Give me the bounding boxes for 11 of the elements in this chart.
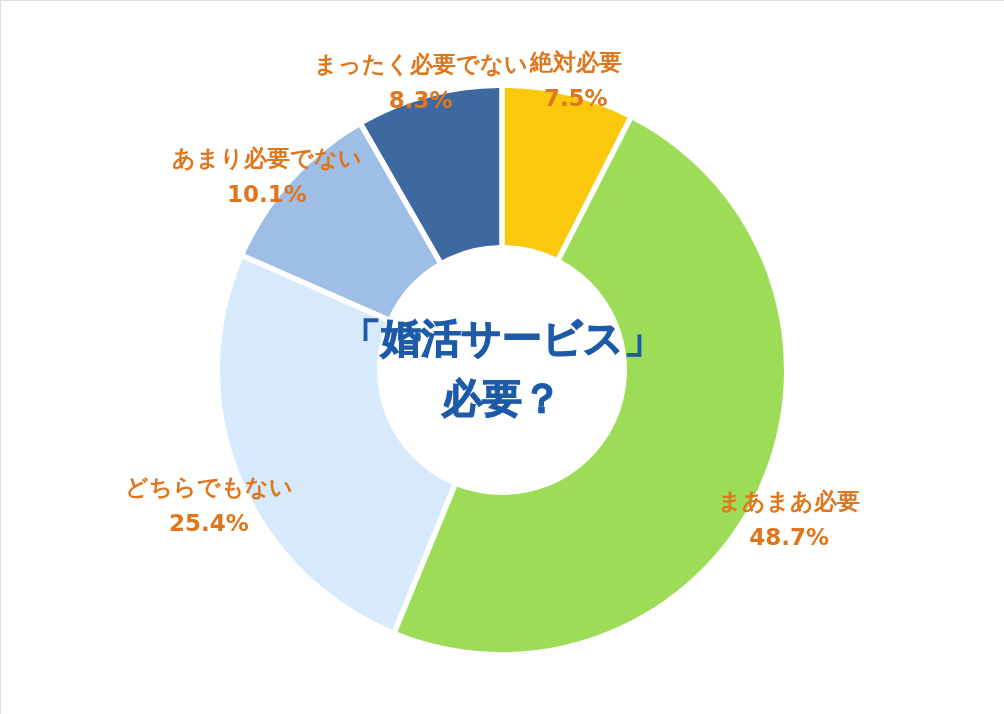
data-label: 10.1% (227, 180, 307, 207)
slice-label: 絶対必要 (528, 48, 622, 75)
slice-label: まったく必要でない (313, 50, 528, 77)
donut-slice (363, 88, 500, 261)
slice-label: どちらでもない (124, 474, 293, 501)
text: 必要？ (441, 375, 562, 421)
text: 「婚活サービス」 (340, 315, 664, 361)
donut-slice (504, 88, 628, 258)
slice-label: あまり必要でない (171, 144, 362, 171)
data-label: 48.7% (749, 523, 830, 550)
data-label: 25.4% (169, 510, 249, 537)
